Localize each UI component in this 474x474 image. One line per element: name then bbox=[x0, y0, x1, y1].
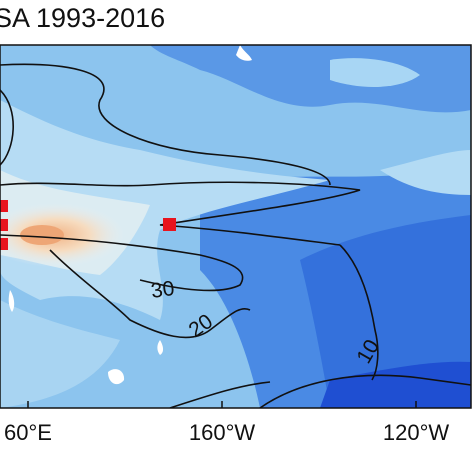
map-title: SA 1993-2016 bbox=[0, 3, 165, 33]
contour-label: 30 bbox=[149, 277, 175, 303]
map-field bbox=[0, 45, 471, 408]
x-tick-label: 160°W bbox=[189, 420, 256, 445]
x-ticks bbox=[27, 401, 417, 408]
x-tick-label: 120°W bbox=[383, 420, 450, 445]
map-frame bbox=[0, 44, 472, 409]
x-tick-label: 60°E bbox=[4, 420, 52, 445]
